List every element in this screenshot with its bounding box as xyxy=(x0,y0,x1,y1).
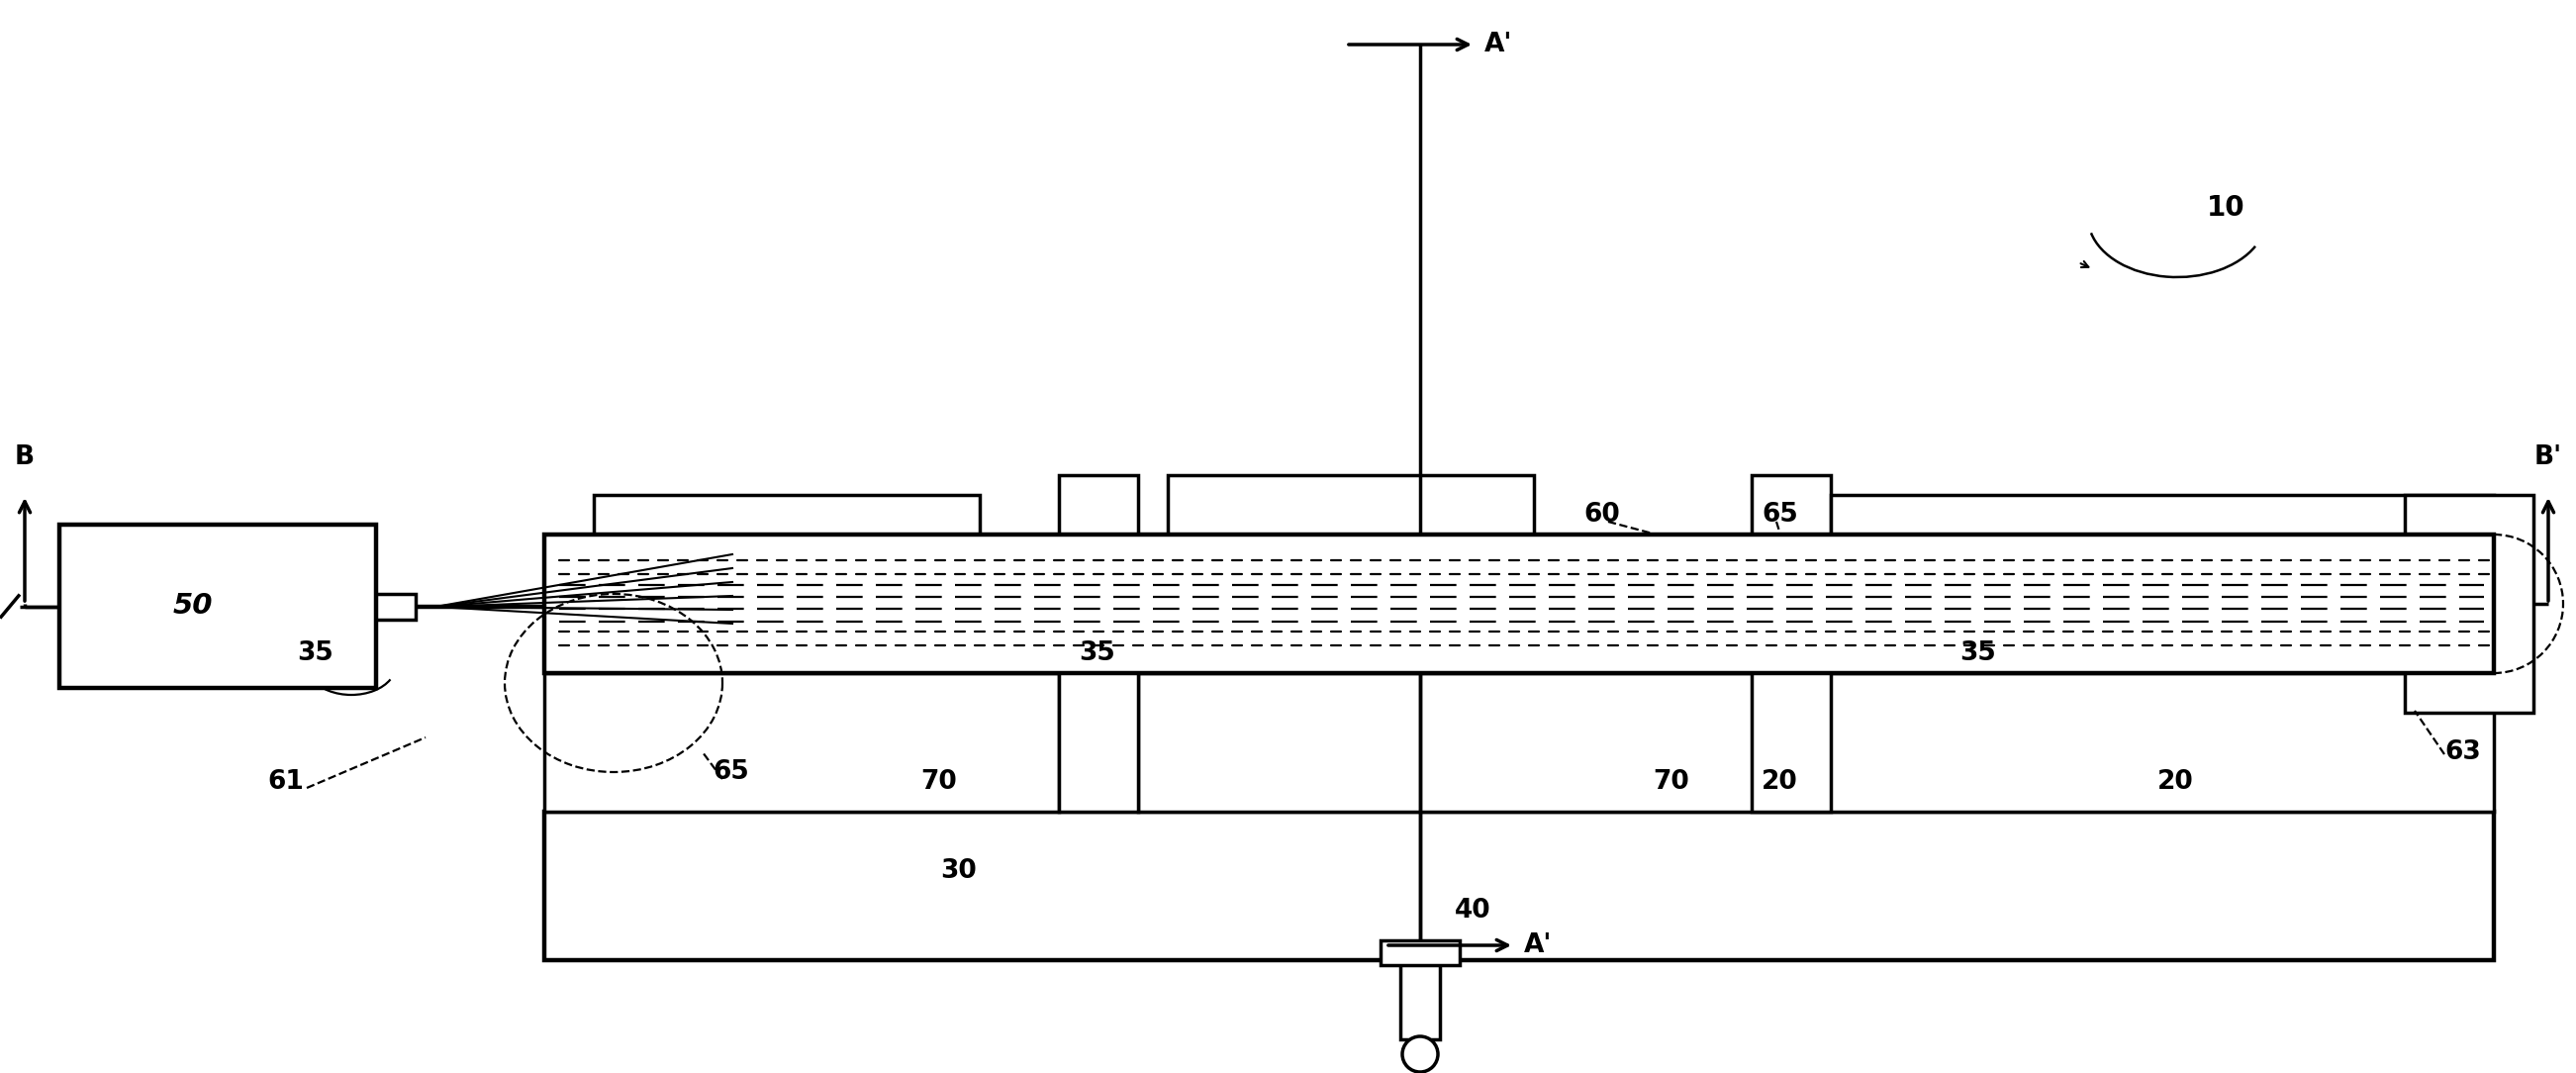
Text: A': A' xyxy=(1484,32,1512,58)
Circle shape xyxy=(1401,1037,1437,1072)
Bar xyxy=(1139,673,2494,811)
Bar xyxy=(1752,475,1832,811)
Text: 20: 20 xyxy=(1762,769,1798,795)
Text: A': A' xyxy=(1525,932,1553,958)
Text: 35: 35 xyxy=(1960,641,1996,666)
Text: 40: 40 xyxy=(1455,898,1492,924)
Text: B': B' xyxy=(2535,444,2563,470)
Bar xyxy=(1381,940,1461,965)
Text: 50: 50 xyxy=(173,592,214,619)
Bar xyxy=(544,673,1059,811)
Text: 63: 63 xyxy=(2445,739,2481,765)
Text: 35: 35 xyxy=(1079,641,1115,666)
Bar xyxy=(544,811,2494,960)
Text: 61: 61 xyxy=(268,769,304,795)
Bar xyxy=(59,525,376,688)
Text: 65: 65 xyxy=(1762,502,1798,528)
Text: B: B xyxy=(15,444,33,470)
Text: 20: 20 xyxy=(2156,769,2195,795)
Text: 70: 70 xyxy=(920,769,956,795)
Bar xyxy=(595,495,979,594)
Bar xyxy=(1832,495,2494,594)
Bar xyxy=(376,593,415,619)
Bar xyxy=(2406,495,2532,712)
Bar xyxy=(1167,475,1533,594)
Text: 60: 60 xyxy=(1584,502,1620,528)
Text: 30: 30 xyxy=(940,858,976,884)
Text: 65: 65 xyxy=(714,760,750,785)
Text: 70: 70 xyxy=(1654,769,1690,795)
Text: 35: 35 xyxy=(296,641,332,666)
Bar xyxy=(1059,475,1139,811)
Bar xyxy=(544,534,2494,673)
Text: 10: 10 xyxy=(2208,194,2246,222)
Bar xyxy=(1401,960,1440,1040)
